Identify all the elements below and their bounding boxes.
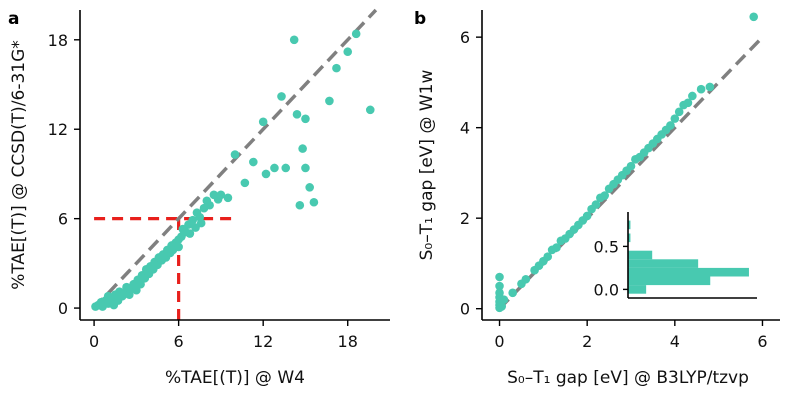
a-diagonal-line (92, 8, 378, 310)
b-point (508, 288, 517, 298)
a-point (216, 190, 226, 200)
b-y-tick-label: 2 (460, 209, 470, 228)
b-point (495, 281, 504, 291)
a-point (185, 229, 195, 238)
a-point (258, 117, 268, 127)
b-y-tick-label: 6 (460, 28, 470, 47)
panel-a-y-title: %TAE[(T)] @ CCSD(T)/6-31G* (9, 40, 29, 290)
a-point (289, 35, 299, 45)
a-point (365, 105, 375, 115)
a-point (277, 92, 286, 101)
b-point (543, 252, 553, 261)
b-point (600, 191, 610, 200)
b-point (495, 288, 504, 298)
b-point (670, 114, 680, 123)
a-point (281, 163, 291, 173)
panel-a-label: a (8, 9, 19, 29)
b-point (626, 161, 636, 171)
a-point (136, 279, 145, 289)
a-point (325, 96, 334, 106)
b-point (705, 82, 715, 92)
panel-a-diagonal (92, 8, 378, 310)
b-point (674, 107, 684, 117)
a-point (305, 183, 314, 192)
inset-bar (628, 259, 699, 268)
a-point (301, 114, 310, 124)
a-point (223, 193, 233, 203)
panel-a-x-title: %TAE[(T)] @ W4 (165, 368, 305, 388)
inset-bar (628, 250, 653, 260)
inset-bar (628, 276, 711, 286)
a-x-tick-label: 6 (174, 332, 184, 351)
a-x-tick-label: 0 (89, 332, 99, 351)
a-point (309, 197, 319, 207)
b-point (497, 302, 507, 311)
panel-a-guide-lines (94, 217, 235, 320)
a-point (292, 110, 302, 119)
a-point (132, 285, 141, 295)
b-y-tick-label: 0 (460, 300, 470, 319)
b-point (591, 200, 601, 209)
inset-y-ticks: 0.0 0.5 (594, 237, 628, 299)
a-x-tick-label: 12 (253, 332, 273, 351)
panel-b-y-ticks: 0 2 4 6 (460, 28, 482, 319)
b-point (683, 98, 693, 108)
a-point (332, 63, 341, 73)
panel-b-points (495, 12, 759, 313)
a-point (295, 200, 305, 210)
a-y-tick-label: 18 (48, 31, 68, 50)
panel-a: a 0 6 12 18 0 6 12 18 %TAE[(T)] @ W4 %TAE[(T)]… (8, 8, 390, 388)
a-point (301, 163, 310, 173)
panel-b-y-title: S₀–T₁ gap [eV] @ W1w (417, 70, 437, 261)
b-point (688, 91, 697, 101)
a-point (343, 47, 353, 57)
a-y-tick-label: 6 (58, 210, 68, 229)
b-point (499, 295, 509, 304)
a-x-tick-label: 18 (338, 332, 358, 351)
panel-a-x-ticks: 0 6 12 18 (89, 320, 358, 351)
a-point (249, 157, 258, 167)
b-point (582, 211, 592, 221)
b-x-tick-label: 0 (494, 332, 504, 351)
b-point (696, 84, 706, 94)
inset-bar (628, 267, 749, 277)
a-y-tick-label: 12 (48, 120, 68, 139)
panel-b-inset: 0.0 0.5 (594, 205, 762, 300)
a-y-tick-label: 0 (58, 299, 68, 318)
panel-a-y-ticks: 0 6 12 18 (48, 31, 80, 318)
a-point (188, 215, 198, 225)
a-point (270, 163, 279, 173)
b-point (552, 243, 561, 252)
a-point (174, 242, 183, 252)
inset-bar (628, 220, 631, 230)
a-point (351, 29, 361, 39)
b-x-tick-label: 2 (582, 332, 592, 351)
inset-bar (628, 285, 647, 294)
inset-bars (628, 220, 749, 294)
inset-y-tick-label: 0.0 (594, 280, 619, 299)
b-point (521, 274, 531, 284)
b-point (666, 121, 675, 130)
a-point (261, 169, 271, 179)
a-point (240, 178, 250, 188)
a-point (205, 200, 214, 210)
inset-bar (628, 233, 631, 243)
inset-y-tick-label: 0.5 (594, 237, 619, 256)
panel-b-label: b (414, 9, 426, 29)
a-point (298, 144, 307, 153)
b-x-tick-label: 4 (670, 332, 680, 351)
b-y-tick-label: 4 (460, 119, 470, 138)
panel-b-x-title: S₀–T₁ gap [eV] @ B3LYP/tzvp (507, 368, 749, 388)
a-point (196, 218, 206, 228)
panel-a-points (91, 29, 375, 311)
a-point (230, 150, 240, 159)
panel-b-x-ticks: 0 2 4 6 (494, 320, 768, 351)
b-point (749, 12, 759, 22)
b-point (495, 272, 504, 282)
b-x-tick-label: 6 (757, 332, 767, 351)
